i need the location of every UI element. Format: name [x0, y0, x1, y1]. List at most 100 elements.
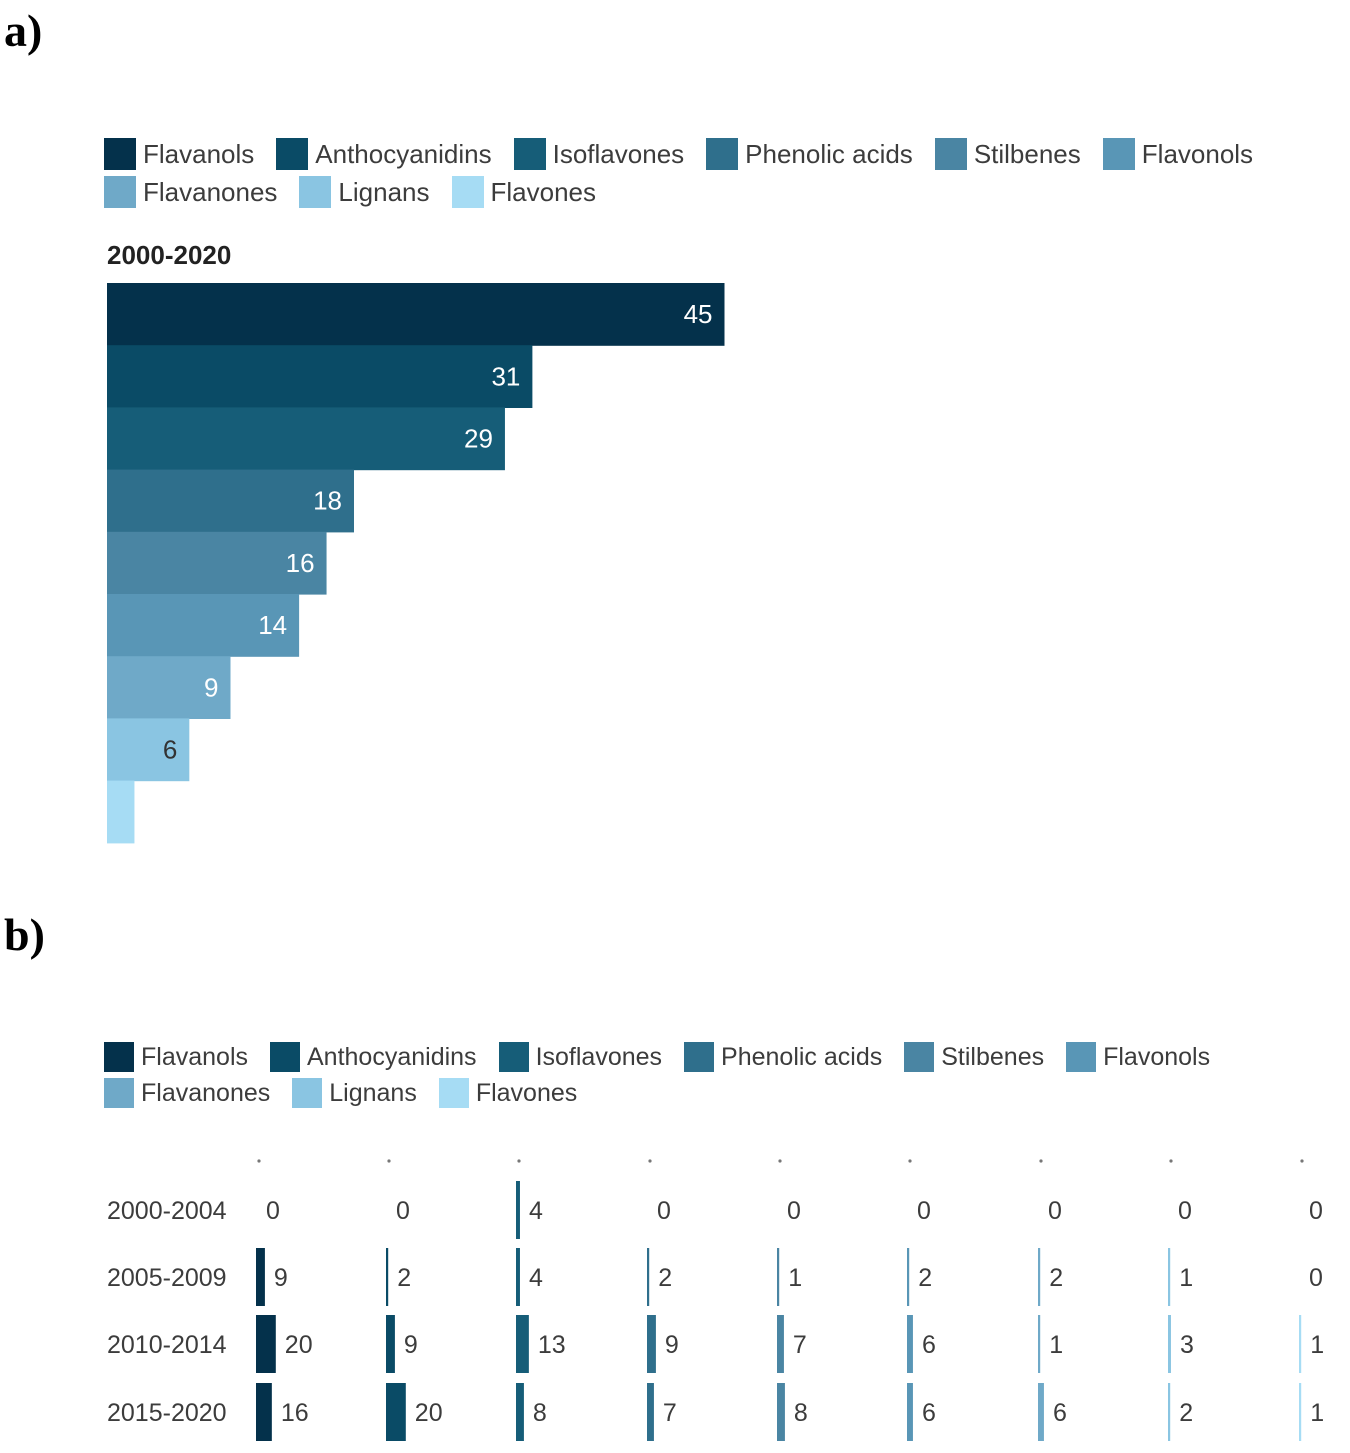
a-legend-label-phenolic-acids: Phenolic acids: [745, 138, 913, 169]
a-legend-item-flavanols: Flavanols: [104, 138, 254, 170]
chart-b-value-label-anthocyanidins-2010-2014: 9: [404, 1331, 418, 1359]
b-legend-label-flavones: Flavones: [475, 1078, 578, 1107]
chart-a-value-label-lignans: 6: [163, 735, 177, 765]
chart-b-bar-flavones-2010-2014: [1299, 1315, 1302, 1373]
chart-b-value-label-lignans-2000-2004: 0: [1178, 1197, 1192, 1225]
chart-b-bar-lignans-2005-2009: [1168, 1248, 1171, 1306]
b-legend-label-flavanones: Flavanones: [141, 1078, 271, 1107]
chart-a-value-label-flavanones: 9: [204, 672, 218, 702]
b-legend-item-stilbenes: Stilbenes: [904, 1042, 1044, 1072]
chart-a-bar-isoflavones: [107, 407, 505, 471]
chart-b-value-label-isoflavones-2000-2004: 4: [529, 1197, 543, 1225]
b-legend-swatch-stilbenes: [904, 1042, 935, 1072]
a-legend-swatch-flavanones: [104, 176, 136, 208]
chart-a-bar-lignans: [107, 718, 190, 782]
chart-b-column-tick-flavanols: [257, 1159, 261, 1163]
legend-panel-b: Flavanols Anthocyanidins Isoflavones Phenol…: [104, 1042, 1304, 1108]
chart-a-bar-phenolic-acids: [107, 469, 354, 533]
chart-b-bar-flavonols-2005-2009: [907, 1248, 910, 1306]
chart-a-bar-flavones: [107, 780, 135, 844]
chart-a-value-label-anthocyanidins: 31: [491, 361, 520, 391]
a-legend-label-flavones: Flavones: [490, 176, 597, 207]
b-legend-item-flavonols: Flavonols: [1066, 1042, 1210, 1072]
chart-b-value-label-flavonols-2010-2014: 6: [922, 1331, 936, 1359]
b-legend-swatch-lignans: [292, 1078, 323, 1108]
chart-a-value-label-flavanols: 45: [684, 299, 713, 329]
b-legend-swatch-flavanones: [104, 1078, 134, 1108]
chart-b-value-label-flavonols-2005-2009: 2: [918, 1264, 932, 1292]
b-legend-swatch-anthocyanidins: [270, 1042, 300, 1072]
chart-b-value-label-flavanols-2015-2020: 16: [281, 1399, 309, 1427]
a-legend-item-lignans: Lignans: [299, 176, 430, 208]
a-legend-item-flavones: Flavones: [451, 176, 597, 208]
chart-b-bar-flavanones-2010-2014: [1038, 1315, 1041, 1373]
a-legend-label-anthocyanidins: Anthocyanidins: [315, 138, 492, 169]
chart-b-bar-isoflavones-2015-2020: [516, 1383, 524, 1441]
b-legend-item-lignans: Lignans: [292, 1078, 417, 1108]
b-legend-swatch-flavanols: [104, 1042, 134, 1072]
chart-b-column-tick-phenolic-acids: [648, 1159, 652, 1163]
chart-b-bar-phenolic-acids-2010-2014: [647, 1315, 656, 1373]
chart-b-row-label-2015-2020: 2015-2020: [107, 1399, 227, 1427]
chart-b-value-label-anthocyanidins-2005-2009: 2: [397, 1264, 411, 1292]
b-legend-swatch-phenolic-acids: [684, 1042, 715, 1072]
a-legend-swatch-lignans: [299, 176, 332, 208]
chart-b-bar-stilbenes-2010-2014: [777, 1315, 784, 1373]
chart-b-value-label-flavones-2010-2014: 1: [1310, 1331, 1324, 1359]
chart-b-bar-anthocyanidins-2005-2009: [386, 1248, 389, 1306]
chart-b-bar-lignans-2015-2020: [1168, 1383, 1171, 1441]
chart-b-value-label-flavanols-2010-2014: 20: [285, 1331, 313, 1359]
b-legend-label-anthocyanidins: Anthocyanidins: [307, 1042, 477, 1071]
b-legend-label-flavanols: Flavanols: [141, 1042, 248, 1071]
chart-b-value-label-stilbenes-2005-2009: 1: [788, 1264, 802, 1292]
chart-b-value-label-anthocyanidins-2015-2020: 20: [415, 1399, 443, 1427]
chart-b-value-label-phenolic-acids-2015-2020: 7: [663, 1399, 677, 1427]
chart-b-value-label-lignans-2010-2014: 3: [1180, 1331, 1194, 1359]
chart-b-value-label-flavanols-2005-2009: 9: [274, 1264, 288, 1292]
chart-b-column-tick-stilbenes: [778, 1159, 782, 1163]
a-legend-item-flavonols: Flavonols: [1102, 138, 1254, 170]
chart-b-value-label-flavanones-2015-2020: 6: [1053, 1399, 1067, 1427]
chart-b-column-tick-isoflavones: [517, 1159, 521, 1163]
chart-b-bar-flavanones-2005-2009: [1038, 1248, 1041, 1306]
chart-b-value-label-lignans-2005-2009: 1: [1179, 1264, 1193, 1292]
b-legend-item-isoflavones: Isoflavones: [498, 1042, 662, 1072]
chart-a-bar-stilbenes: [107, 531, 327, 595]
chart-b-value-label-stilbenes-2015-2020: 8: [794, 1399, 808, 1427]
chart-b-bar-isoflavones-2005-2009: [516, 1248, 520, 1306]
chart-b-row-label-2005-2009: 2005-2009: [107, 1264, 227, 1292]
a-legend-label-flavanones: Flavanones: [143, 176, 278, 207]
chart-b-bar-flavonols-2015-2020: [907, 1383, 913, 1441]
a-legend-swatch-stilbenes: [934, 138, 967, 170]
chart-b-bar-flavones-2015-2020: [1299, 1383, 1302, 1441]
chart-b-value-label-phenolic-acids-2005-2009: 2: [658, 1264, 672, 1292]
chart-b-value-label-isoflavones-2015-2020: 8: [533, 1399, 547, 1427]
chart-b-bar-flavanols-2015-2020: [256, 1383, 272, 1441]
b-legend-item-flavones: Flavones: [438, 1078, 578, 1108]
chart-b-row-label-2000-2004: 2000-2004: [107, 1197, 227, 1225]
chart-a-value-label-flavonols: 14: [258, 610, 287, 640]
b-legend-item-phenolic-acids: Phenolic acids: [684, 1042, 882, 1072]
chart-a-value-label-stilbenes: 16: [286, 548, 315, 578]
b-legend-swatch-isoflavones: [498, 1042, 529, 1072]
a-legend-swatch-flavonols: [1102, 138, 1135, 170]
chart-b-bar-stilbenes-2005-2009: [777, 1248, 780, 1306]
chart-a-value-label-phenolic-acids: 18: [313, 486, 342, 516]
a-legend-item-phenolic-acids: Phenolic acids: [706, 138, 913, 170]
chart-a-bar-flavonols: [107, 594, 300, 657]
chart-b-value-label-phenolic-acids-2010-2014: 9: [665, 1331, 679, 1359]
panel-a-label: a): [4, 5, 43, 56]
b-legend-label-phenolic-acids: Phenolic acids: [721, 1042, 883, 1071]
chart-b-value-label-anthocyanidins-2000-2004: 0: [396, 1197, 410, 1225]
a-legend-label-flavonols: Flavonols: [1141, 138, 1254, 169]
a-legend-label-isoflavones: Isoflavones: [552, 138, 685, 169]
a-legend-label-flavanols: Flavanols: [143, 138, 255, 169]
a-legend-swatch-phenolic-acids: [706, 138, 739, 170]
b-legend-item-flavanols: Flavanols: [104, 1042, 248, 1072]
chart-b-bar-anthocyanidins-2015-2020: [386, 1383, 406, 1441]
chart-b-bar-anthocyanidins-2010-2014: [386, 1315, 395, 1373]
chart-b-value-label-flavonols-2000-2004: 0: [917, 1197, 931, 1225]
chart-a-value-label-isoflavones: 29: [464, 424, 493, 454]
chart-b-value-label-isoflavones-2010-2014: 13: [538, 1331, 566, 1359]
